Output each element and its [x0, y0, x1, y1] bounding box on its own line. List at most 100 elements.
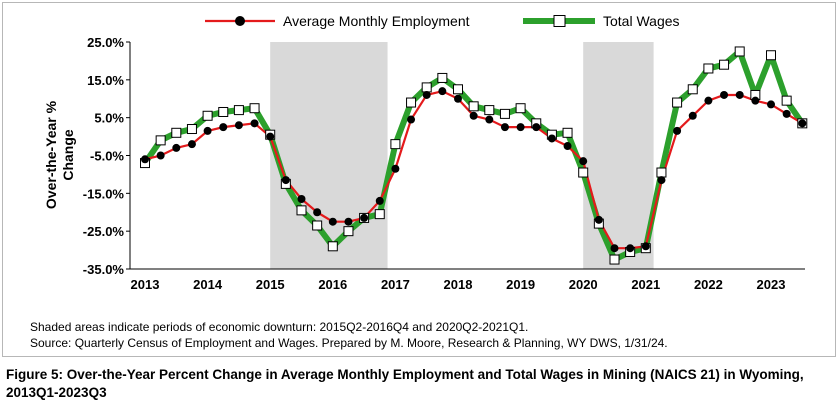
- employment-point: [688, 111, 697, 120]
- wages-point: [719, 59, 730, 70]
- wages-point: [374, 209, 385, 220]
- wages-point: [609, 254, 620, 265]
- employment-point: [641, 242, 650, 251]
- legend-wages-marker: [553, 15, 566, 27]
- x-tick-label: 2015: [256, 277, 285, 292]
- employment-point: [485, 115, 494, 124]
- y-tick-label: -35.0%: [83, 262, 125, 277]
- employment-point: [563, 142, 572, 151]
- employment-point: [751, 96, 760, 105]
- employment-point: [156, 151, 165, 160]
- employment-point: [328, 217, 337, 226]
- employment-point: [375, 196, 384, 205]
- employment-point: [141, 155, 149, 164]
- wages-point: [327, 241, 338, 252]
- employment-point: [281, 176, 290, 185]
- wages-point: [296, 205, 307, 216]
- wages-point: [312, 220, 323, 231]
- employment-point: [720, 90, 729, 99]
- wages-point: [687, 84, 698, 95]
- employment-point: [313, 208, 322, 217]
- x-tick-label: 2013: [131, 277, 160, 292]
- employment-point: [344, 217, 353, 226]
- employment-point: [626, 244, 635, 253]
- legend-employment-label: Average Monthly Employment: [283, 13, 470, 29]
- wages-point: [421, 82, 432, 93]
- employment-point: [610, 244, 619, 253]
- employment-point: [422, 90, 431, 99]
- employment-point: [454, 94, 462, 103]
- wages-point: [781, 95, 792, 106]
- y-tick-label: 25.0%: [87, 35, 124, 50]
- employment-point: [297, 195, 306, 204]
- wages-point: [468, 101, 479, 112]
- employment-point: [532, 123, 541, 132]
- employment-point: [187, 140, 196, 149]
- employment-point: [234, 121, 243, 130]
- series: [140, 46, 808, 265]
- wages-point: [186, 124, 197, 135]
- employment-point: [735, 90, 744, 99]
- employment-point: [657, 176, 666, 185]
- employment-point: [594, 215, 603, 224]
- wages-point: [672, 97, 683, 108]
- employment-point: [360, 213, 369, 222]
- figure-box: [2, 2, 836, 357]
- wages-point: [734, 46, 745, 57]
- employment-point: [438, 87, 447, 96]
- employment-point: [407, 115, 416, 124]
- employment-point: [172, 143, 181, 152]
- wages-point: [343, 226, 354, 237]
- downturn-band-1: [270, 42, 388, 269]
- x-tick-label: 2023: [757, 277, 786, 292]
- employment-point: [673, 126, 682, 135]
- downturn-shading: [270, 42, 654, 269]
- source-note: Source: Quarterly Census of Employment a…: [30, 336, 668, 350]
- shading-note: Shaded areas indicate periods of economi…: [30, 320, 529, 334]
- wages-point: [233, 105, 244, 116]
- employment-point: [704, 96, 713, 105]
- axes: 25.0% 15.0% 5.0% -5.0% -15.0% -25.0% -35.0% 201…: [83, 35, 805, 292]
- employment-point: [250, 119, 259, 128]
- wages-point: [249, 103, 260, 114]
- wages-point: [406, 97, 417, 108]
- wages-point: [766, 50, 776, 61]
- y-tick-label: -15.0%: [83, 186, 125, 201]
- x-tick-label: 2016: [318, 277, 347, 292]
- wages-point: [484, 105, 495, 116]
- y-tick-label: -5.0%: [90, 149, 124, 164]
- employment-point: [547, 134, 556, 143]
- wages-point: [499, 108, 510, 119]
- employment-point: [767, 100, 775, 109]
- wages-point: [453, 84, 463, 95]
- wages-point: [515, 103, 526, 114]
- employment-point: [579, 157, 588, 166]
- downturn-band-2: [583, 42, 654, 269]
- x-tick-label: 2018: [444, 277, 473, 292]
- wages-point: [656, 167, 667, 178]
- wages-point: [703, 63, 714, 74]
- x-tick-label: 2014: [193, 277, 223, 292]
- x-tick-label: 2022: [694, 277, 723, 292]
- figure-caption: Figure 5: Over-the-Year Percent Change i…: [6, 367, 804, 400]
- chart: 25.0% 15.0% 5.0% -5.0% -15.0% -25.0% -35.0% 201…: [43, 13, 808, 292]
- wages-point: [155, 135, 166, 146]
- legend: Average Monthly Employment Total Wages: [205, 13, 680, 29]
- y-axis-title: Over-the-Year %Change: [43, 100, 76, 209]
- wages-point: [202, 110, 213, 121]
- wages-point: [171, 127, 182, 138]
- series-line-total-wages: [142, 48, 805, 263]
- employment-point: [516, 123, 525, 132]
- employment-point: [266, 132, 275, 141]
- legend-wages-label: Total Wages: [603, 13, 680, 29]
- x-tick-label: 2021: [631, 277, 660, 292]
- wages-point: [390, 139, 401, 150]
- employment-point: [219, 123, 228, 132]
- y-tick-label: -25.0%: [83, 224, 125, 239]
- employment-point: [798, 119, 807, 128]
- employment-point: [782, 109, 791, 118]
- wages-point: [218, 106, 229, 117]
- employment-point: [469, 111, 478, 120]
- y-tick-label: 15.0%: [87, 73, 124, 88]
- employment-point: [391, 164, 400, 173]
